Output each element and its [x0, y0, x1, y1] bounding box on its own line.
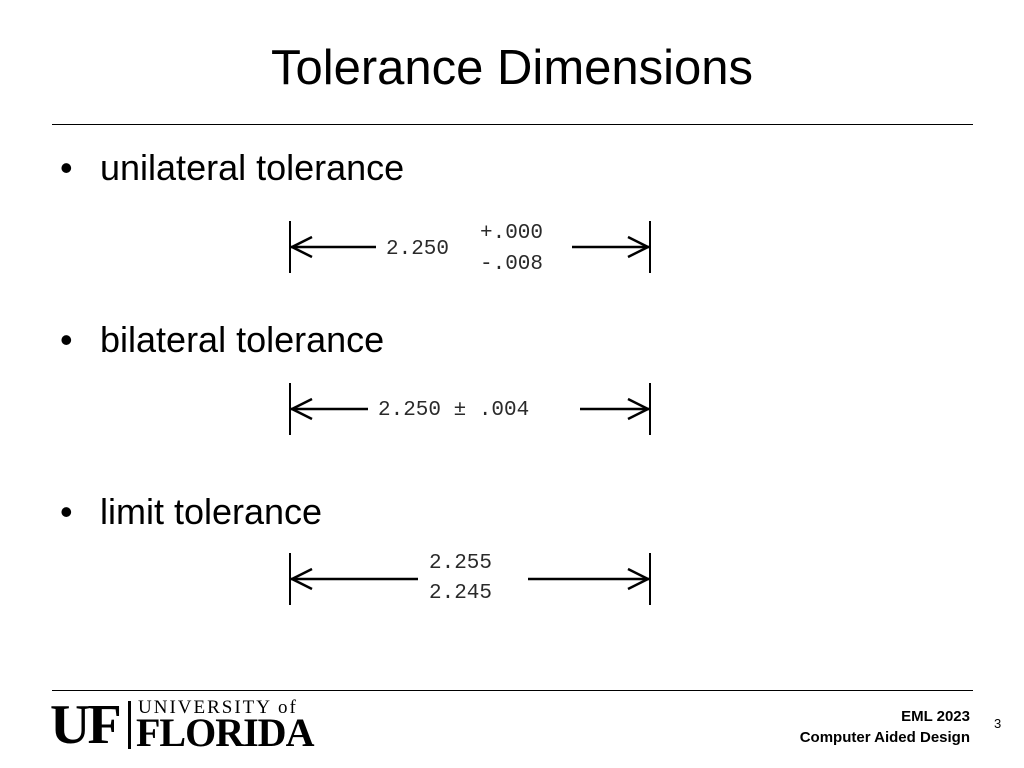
title-divider: [52, 124, 973, 125]
bullet-marker: •: [60, 319, 73, 360]
uf-logo: UF UNIVERSITY of FLORIDA: [50, 697, 330, 753]
lower-limit: 2.245: [429, 582, 493, 605]
dimension-line-graphic: [289, 553, 651, 605]
slide-title: Tolerance Dimensions: [270, 41, 754, 95]
bullet-unilateral: • unilateral tolerance: [60, 146, 404, 190]
bilateral-dimension: 2.250 ± .004: [284, 381, 656, 437]
bullet-marker: •: [60, 147, 73, 188]
course-name: Computer Aided Design: [799, 729, 970, 746]
bilateral-value: 2.250 ± .004: [378, 399, 530, 422]
footer-divider: [52, 690, 973, 691]
logo-mark: UF: [50, 694, 122, 756]
course-code: EML 2023: [901, 708, 970, 725]
bullet-label: bilateral tolerance: [100, 319, 385, 360]
upper-deviation: +.000: [480, 222, 544, 245]
logo-line-florida: FLORIDA: [136, 710, 314, 755]
limit-dimension: 2.255 2.245: [284, 551, 656, 607]
logo-divider: [128, 701, 131, 749]
course-info: EML 2023 Computer Aided Design: [800, 706, 970, 748]
logo-line-university: UNIVERSITY of: [138, 697, 298, 718]
page-number: 3: [994, 716, 1002, 731]
dimension-line-graphic: [289, 221, 651, 273]
bullet-marker: •: [60, 491, 73, 532]
bullet-label: limit tolerance: [100, 491, 323, 532]
upper-limit: 2.255: [429, 552, 493, 575]
bullet-label: unilateral tolerance: [100, 147, 405, 188]
bullet-limit: • limit tolerance: [60, 490, 322, 534]
lower-deviation: -.008: [480, 253, 544, 276]
bullet-bilateral: • bilateral tolerance: [60, 318, 384, 362]
nominal-value: 2.250: [386, 238, 450, 261]
unilateral-dimension: 2.250 +.000 -.008: [284, 219, 656, 276]
dimension-line-graphic: [289, 383, 651, 435]
